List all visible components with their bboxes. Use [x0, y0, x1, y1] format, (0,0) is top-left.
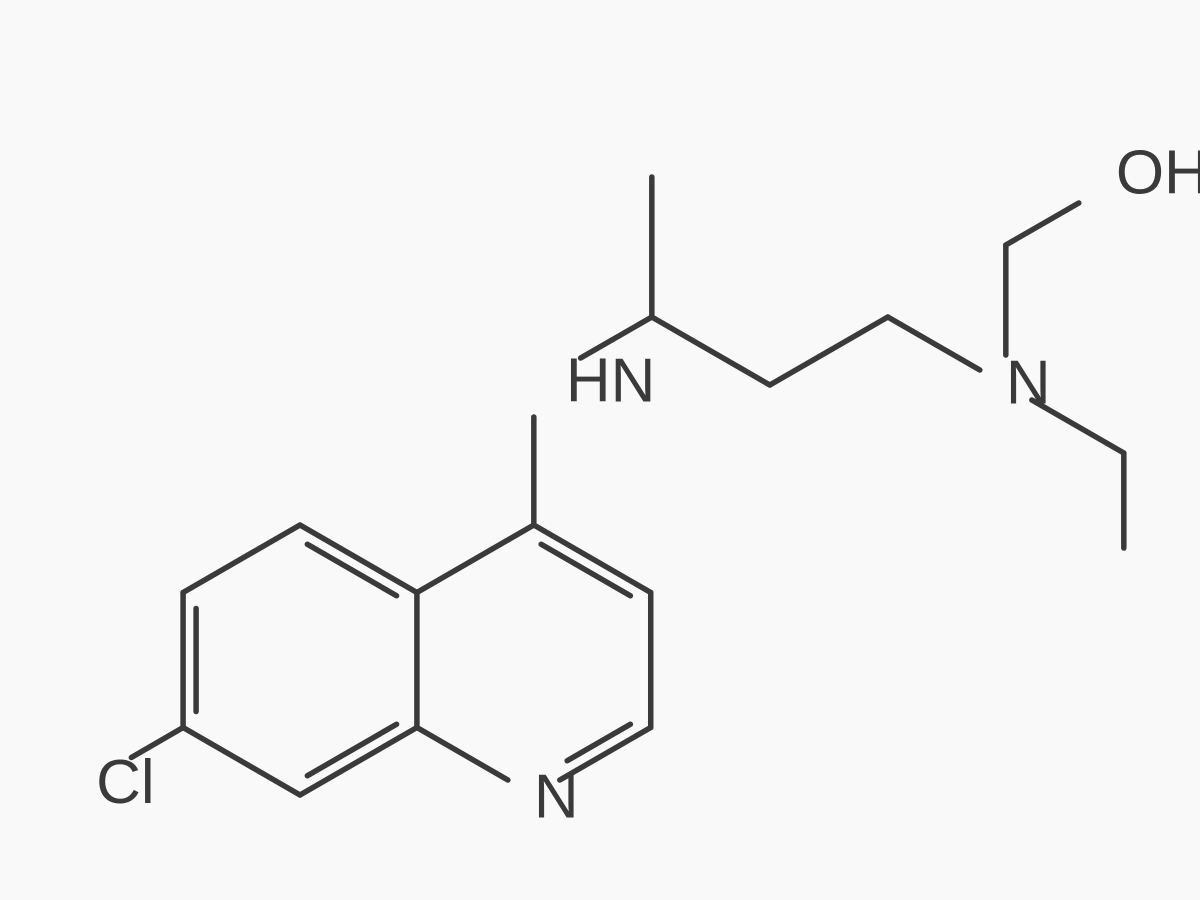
atom-label: N: [1006, 348, 1051, 417]
molecule-diagram: Cl N HN N OH: [0, 0, 1200, 900]
molecule-svg: Cl N HN N OH: [0, 0, 1200, 900]
atom-label: OH: [1116, 138, 1200, 207]
atom-label: HN: [566, 346, 656, 415]
atom-label: N: [534, 762, 579, 831]
atom-label: Cl: [96, 748, 155, 817]
